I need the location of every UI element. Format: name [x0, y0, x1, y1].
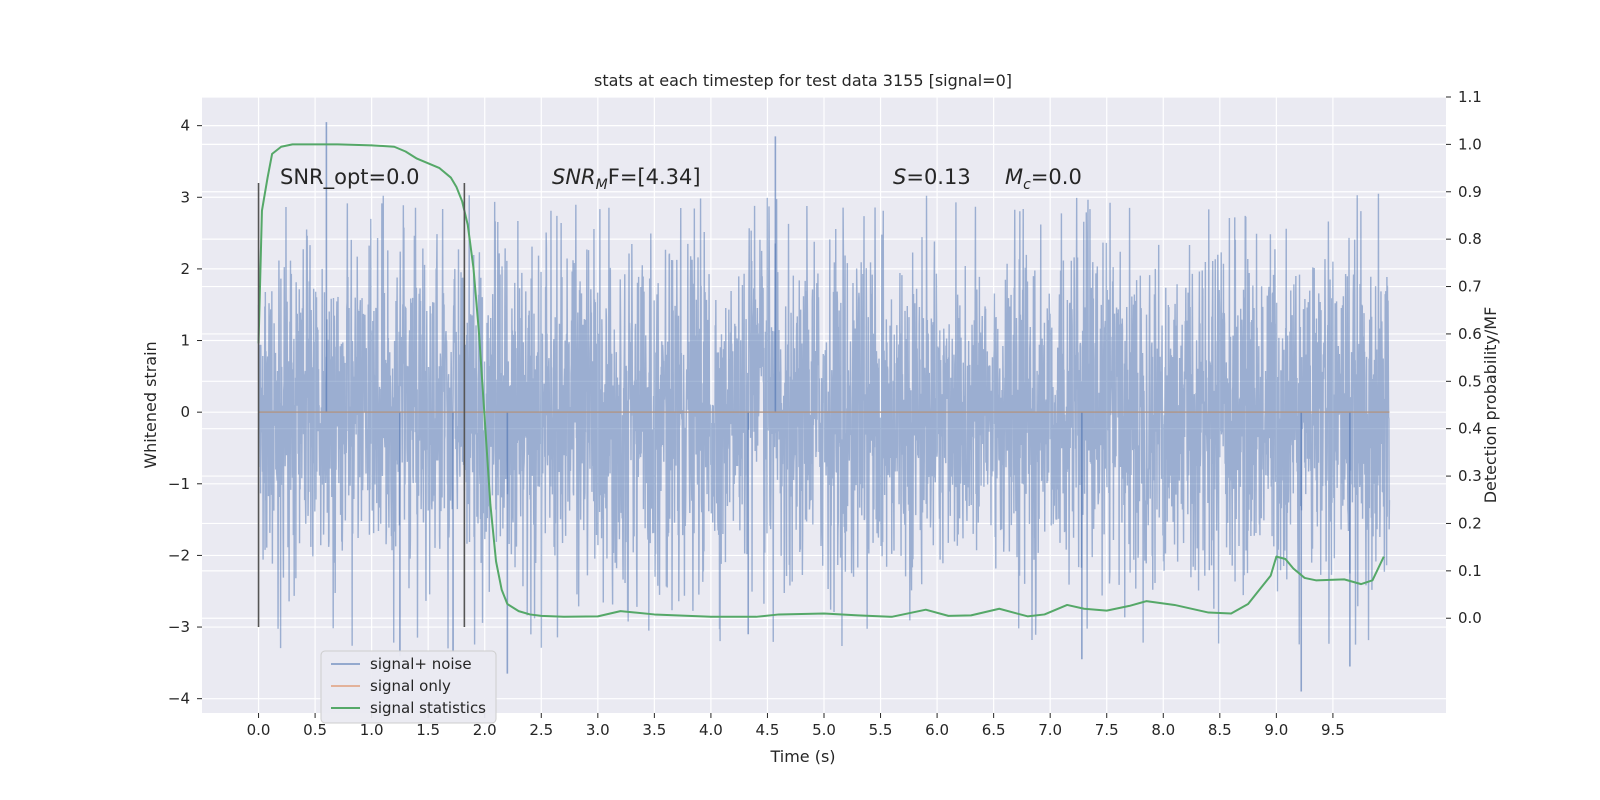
snr-mf-var: SNR: [552, 165, 596, 189]
y-right-tick-label: 0.4: [1458, 420, 1482, 438]
signal-statistics-line: [257, 143, 1385, 618]
legend-label-signal-noise: signal+ noise: [370, 655, 472, 673]
y-tick-label: 0: [180, 403, 190, 421]
legend-label-signal-only: signal only: [370, 677, 451, 695]
x-tick-label: 8.0: [1151, 721, 1175, 739]
vertical-markers: [257, 182, 466, 628]
y-right-tick-label: 0.0: [1458, 609, 1482, 627]
s-val: =0.13: [906, 165, 970, 189]
legend-label-signal-statistics: signal statistics: [370, 699, 486, 717]
y-right-tick-label: 0.2: [1458, 514, 1482, 532]
y-tick-label: 3: [180, 188, 190, 206]
y-tick-label: −4: [168, 690, 190, 708]
y-right-tick-label: 1.0: [1458, 135, 1482, 153]
x-tick-label: 3.5: [642, 721, 666, 739]
snr-mf-tail: F=[4.34]: [608, 165, 701, 189]
chart-title: stats at each timestep for test data 315…: [594, 71, 1012, 90]
x-tick-label: 0.0: [247, 721, 271, 739]
y-tick-label: −3: [168, 618, 190, 636]
x-tick-label: 4.0: [699, 721, 723, 739]
axis-ticks: 0.0 0.5 1.0 1.5 2.0 2.5 3.0 3.5 4.0 4.5 5.0 5.5 6.0 6…: [168, 88, 1482, 739]
x-tick-label: 5.5: [869, 721, 893, 739]
x-tick-label: 3.0: [586, 721, 610, 739]
x-tick-label: 1.5: [416, 721, 440, 739]
signal-noise-line: [257, 193, 1391, 649]
snr-mf-sub: M: [596, 177, 608, 193]
x-tick-label: 7.5: [1095, 721, 1119, 739]
x-tick-label: 6.5: [982, 721, 1006, 739]
y-tick-label: −2: [168, 546, 190, 564]
x-tick-label: 6.0: [925, 721, 949, 739]
y-right-tick-label: 0.7: [1458, 278, 1482, 296]
series-signal-noise: [257, 122, 1391, 692]
legend: signal+ noise signal only signal statist…: [320, 650, 497, 724]
s-var: S: [893, 165, 906, 189]
y-tick-label: −1: [168, 475, 190, 493]
x-axis-label: Time (s): [769, 747, 835, 766]
annotation-snr-mf: SNRMF=[4.34]: [552, 165, 701, 193]
x-tick-label: 7.0: [1038, 721, 1062, 739]
y-right-tick-label: 1.1: [1458, 88, 1482, 106]
legend-box: [320, 650, 497, 724]
y-axis-right-label: Detection probability/MF: [1481, 307, 1500, 504]
annotation-snr-opt: SNR_opt=0.0: [280, 165, 420, 190]
y-right-tick-label: 0.3: [1458, 467, 1482, 485]
annotation-s: S=0.13: [893, 165, 971, 189]
y-right-tick-label: 0.8: [1458, 230, 1482, 248]
x-tick-label: 5.0: [812, 721, 836, 739]
y-tick-label: 2: [180, 260, 190, 278]
mc-val: =0.0: [1031, 165, 1082, 189]
annotation-mc: Mc=0.0: [1005, 165, 1082, 193]
x-tick-label: 8.5: [1208, 721, 1232, 739]
y-axis-label: Whitened strain: [141, 341, 160, 468]
x-tick-label: 9.0: [1264, 721, 1288, 739]
y-right-tick-label: 0.5: [1458, 372, 1482, 390]
series-lines: [257, 143, 1390, 618]
x-tick-label: 9.5: [1321, 721, 1345, 739]
x-tick-label: 0.5: [303, 721, 327, 739]
y-right-tick-label: 0.9: [1458, 183, 1482, 201]
y-right-tick-label: 0.1: [1458, 562, 1482, 580]
y-tick-label: 4: [180, 117, 190, 135]
x-tick-label: 2.5: [529, 721, 553, 739]
x-tick-label: 4.5: [756, 721, 780, 739]
y-tick-label: 1: [180, 332, 190, 350]
mc-sub: c: [1023, 177, 1031, 193]
x-tick-label: 1.0: [360, 721, 384, 739]
x-tick-label: 2.0: [473, 721, 497, 739]
mc-var: M: [1005, 165, 1023, 189]
y-right-tick-label: 0.6: [1458, 325, 1482, 343]
